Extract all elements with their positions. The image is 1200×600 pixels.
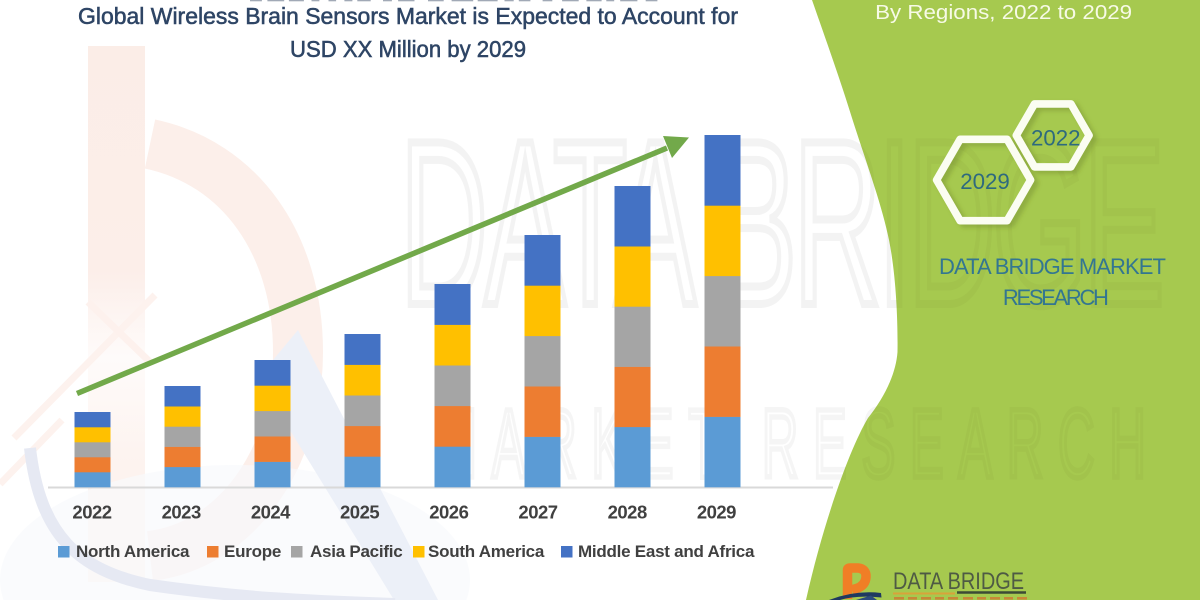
svg-text:RESEARCH: RESEARCH bbox=[1003, 285, 1109, 310]
svg-text:South America: South America bbox=[428, 542, 545, 561]
svg-text:2027: 2027 bbox=[518, 502, 557, 523]
svg-text:DATA BRIDGE MARKET: DATA BRIDGE MARKET bbox=[939, 254, 1166, 279]
svg-text:2025: 2025 bbox=[340, 502, 379, 523]
svg-text:2028: 2028 bbox=[608, 502, 647, 523]
svg-text:DATA BRIDGE: DATA BRIDGE bbox=[893, 568, 1024, 595]
svg-text:2029: 2029 bbox=[697, 502, 736, 523]
svg-text:MARKET RESEARCH: MARKET RESEARCH bbox=[435, 390, 1146, 498]
svg-text:Asia Pacific: Asia Pacific bbox=[310, 542, 402, 561]
svg-text:Middle East and Africa: Middle East and Africa bbox=[578, 542, 755, 561]
svg-text:2029: 2029 bbox=[960, 169, 1010, 194]
svg-text:Europe: Europe bbox=[224, 542, 281, 561]
svg-text:2026: 2026 bbox=[429, 502, 468, 523]
svg-text:USD XX Million by 2029: USD XX Million by 2029 bbox=[290, 36, 526, 62]
svg-text:2022: 2022 bbox=[72, 502, 111, 523]
svg-text:North America: North America bbox=[76, 542, 190, 561]
svg-text:2023: 2023 bbox=[162, 502, 201, 523]
svg-text:Global Wireless Brain Sensors: Global Wireless Brain Sensors Market is … bbox=[78, 3, 738, 29]
svg-text:By Regions, 2022 to 2029: By Regions, 2022 to 2029 bbox=[875, 2, 1132, 24]
svg-text:2024: 2024 bbox=[251, 502, 291, 523]
svg-text:2022: 2022 bbox=[1031, 125, 1081, 150]
